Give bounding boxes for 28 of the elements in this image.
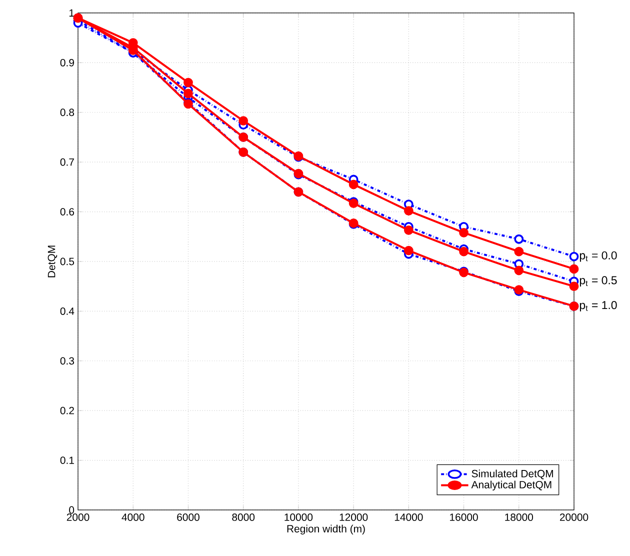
- y-tick-label: 0.9: [60, 58, 74, 66]
- x-tick-label: 12000: [340, 514, 368, 521]
- y-tick-label: 0.8: [60, 108, 74, 116]
- y-tick-label: 0.2: [60, 406, 74, 414]
- x-tick-label: 18000: [505, 514, 534, 521]
- y-tick-label: 0.7: [60, 158, 74, 166]
- x-tick-label: 8000: [232, 514, 255, 521]
- x-tick-label: 20000: [560, 514, 588, 521]
- x-tick-label: 4000: [122, 514, 144, 521]
- text: p$_{t}$ = 0.0: [580, 251, 617, 262]
- y-tick-label: 0.3: [60, 357, 74, 365]
- x-tick-label: 6000: [177, 514, 200, 521]
- x-tick-label: 10000: [284, 514, 313, 521]
- x-tick-label: 14000: [394, 514, 423, 521]
- y-axis-title: DetQM: [48, 246, 58, 278]
- legend-label: Simulated DetQM: [472, 470, 553, 480]
- legend-label: Analytical DetQM: [471, 480, 552, 490]
- y-tick-label: 0: [69, 506, 74, 514]
- y-tick-label: 0.4: [60, 307, 74, 315]
- y-tick-label: 0.5: [60, 258, 74, 266]
- y-tick-label: 0.6: [60, 208, 74, 216]
- text: p$_{t}$ = 1.0: [580, 301, 617, 312]
- x-tick-label: 16000: [450, 514, 478, 521]
- y-tick-label: 0.1: [60, 456, 74, 464]
- y-tick-label: 1: [69, 9, 74, 17]
- x-tick-label: 2000: [66, 514, 90, 521]
- text: p$_{t}$ = 0.5: [580, 276, 617, 287]
- x-axis-title: Region width (m): [287, 524, 365, 535]
